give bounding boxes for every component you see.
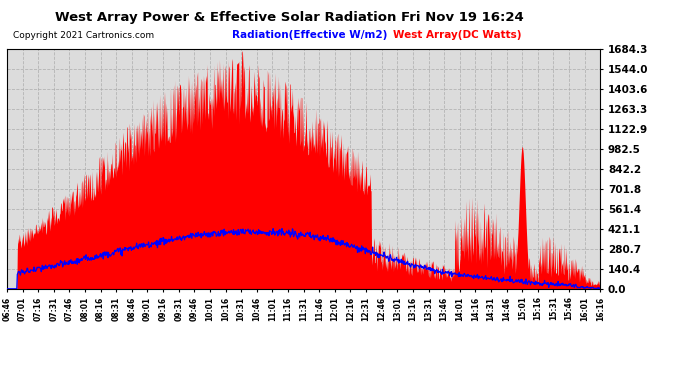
Text: West Array(DC Watts): West Array(DC Watts) — [393, 30, 521, 40]
Text: Radiation(Effective W/m2): Radiation(Effective W/m2) — [233, 30, 388, 40]
Text: West Array Power & Effective Solar Radiation Fri Nov 19 16:24: West Array Power & Effective Solar Radia… — [55, 11, 524, 24]
Text: Copyright 2021 Cartronics.com: Copyright 2021 Cartronics.com — [13, 32, 154, 40]
